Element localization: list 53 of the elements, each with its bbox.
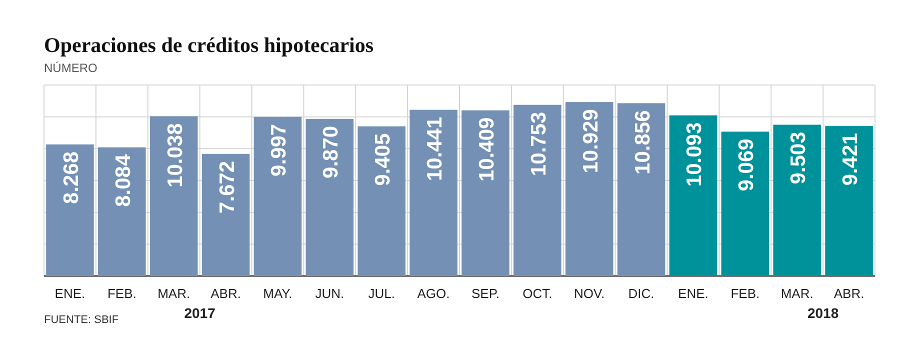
- data-label: 8.084: [112, 154, 135, 207]
- data-label: 10.929: [579, 109, 602, 174]
- x-tick-label: JUL.: [368, 286, 395, 301]
- data-label: 9.503: [787, 132, 810, 184]
- data-label: 7.672: [216, 160, 239, 214]
- bar: [825, 126, 873, 276]
- data-label: 10.093: [683, 122, 706, 187]
- x-tick-label: FEB.: [730, 286, 760, 301]
- x-tick-label: MAR.: [158, 286, 190, 301]
- x-tick-label: NOV.: [574, 286, 605, 301]
- bar: [410, 110, 458, 276]
- bar: [202, 154, 250, 276]
- x-tick-label: MAY.: [263, 286, 292, 301]
- data-label: 10.753: [527, 112, 550, 176]
- bar: [721, 132, 770, 276]
- data-label: 8.268: [60, 151, 83, 204]
- x-tick-label: ENE.: [678, 286, 708, 301]
- bar: [617, 103, 666, 276]
- bar: [46, 144, 94, 276]
- data-label: 10.856: [631, 110, 654, 174]
- bar: [98, 147, 146, 276]
- source-note: FUENTE: SBIF: [44, 314, 119, 326]
- bar: [462, 110, 510, 276]
- bar: [669, 115, 718, 276]
- data-label: 9.421: [839, 132, 862, 186]
- bar: [358, 126, 406, 276]
- chart-subtitle: NÚMERO: [44, 61, 98, 75]
- x-tick-label: OCT.: [522, 286, 552, 301]
- x-tick-label: DIC.: [628, 286, 654, 301]
- x-tick-label: AGO.: [417, 286, 450, 301]
- x-tick-label: ABR.: [210, 286, 241, 301]
- data-label: 9.405: [372, 132, 395, 186]
- bar: [254, 116, 302, 276]
- x-tick-label: ABR.: [834, 286, 864, 301]
- data-label: 9.870: [320, 126, 343, 178]
- data-label: 10.409: [475, 117, 498, 182]
- bar: [150, 116, 198, 276]
- data-label: 9.069: [735, 138, 758, 192]
- data-label: 10.441: [424, 116, 447, 182]
- data-label: 9.997: [268, 124, 291, 176]
- chart-title: Operaciones de créditos hipotecarios: [44, 33, 374, 57]
- text: 2018: [807, 305, 839, 321]
- x-tick-label: FEB.: [107, 286, 136, 301]
- bar: [306, 118, 354, 276]
- x-tick-label: JUN.: [315, 286, 344, 301]
- bar: [773, 124, 821, 276]
- x-tick-label: SEP.: [471, 286, 500, 301]
- data-label: 10.038: [164, 122, 187, 188]
- x-tick-label: MAR.: [780, 286, 814, 301]
- text: 2017: [184, 305, 216, 321]
- x-tick-label: ENE.: [54, 286, 86, 301]
- bar: [514, 104, 562, 276]
- bar: [565, 102, 614, 276]
